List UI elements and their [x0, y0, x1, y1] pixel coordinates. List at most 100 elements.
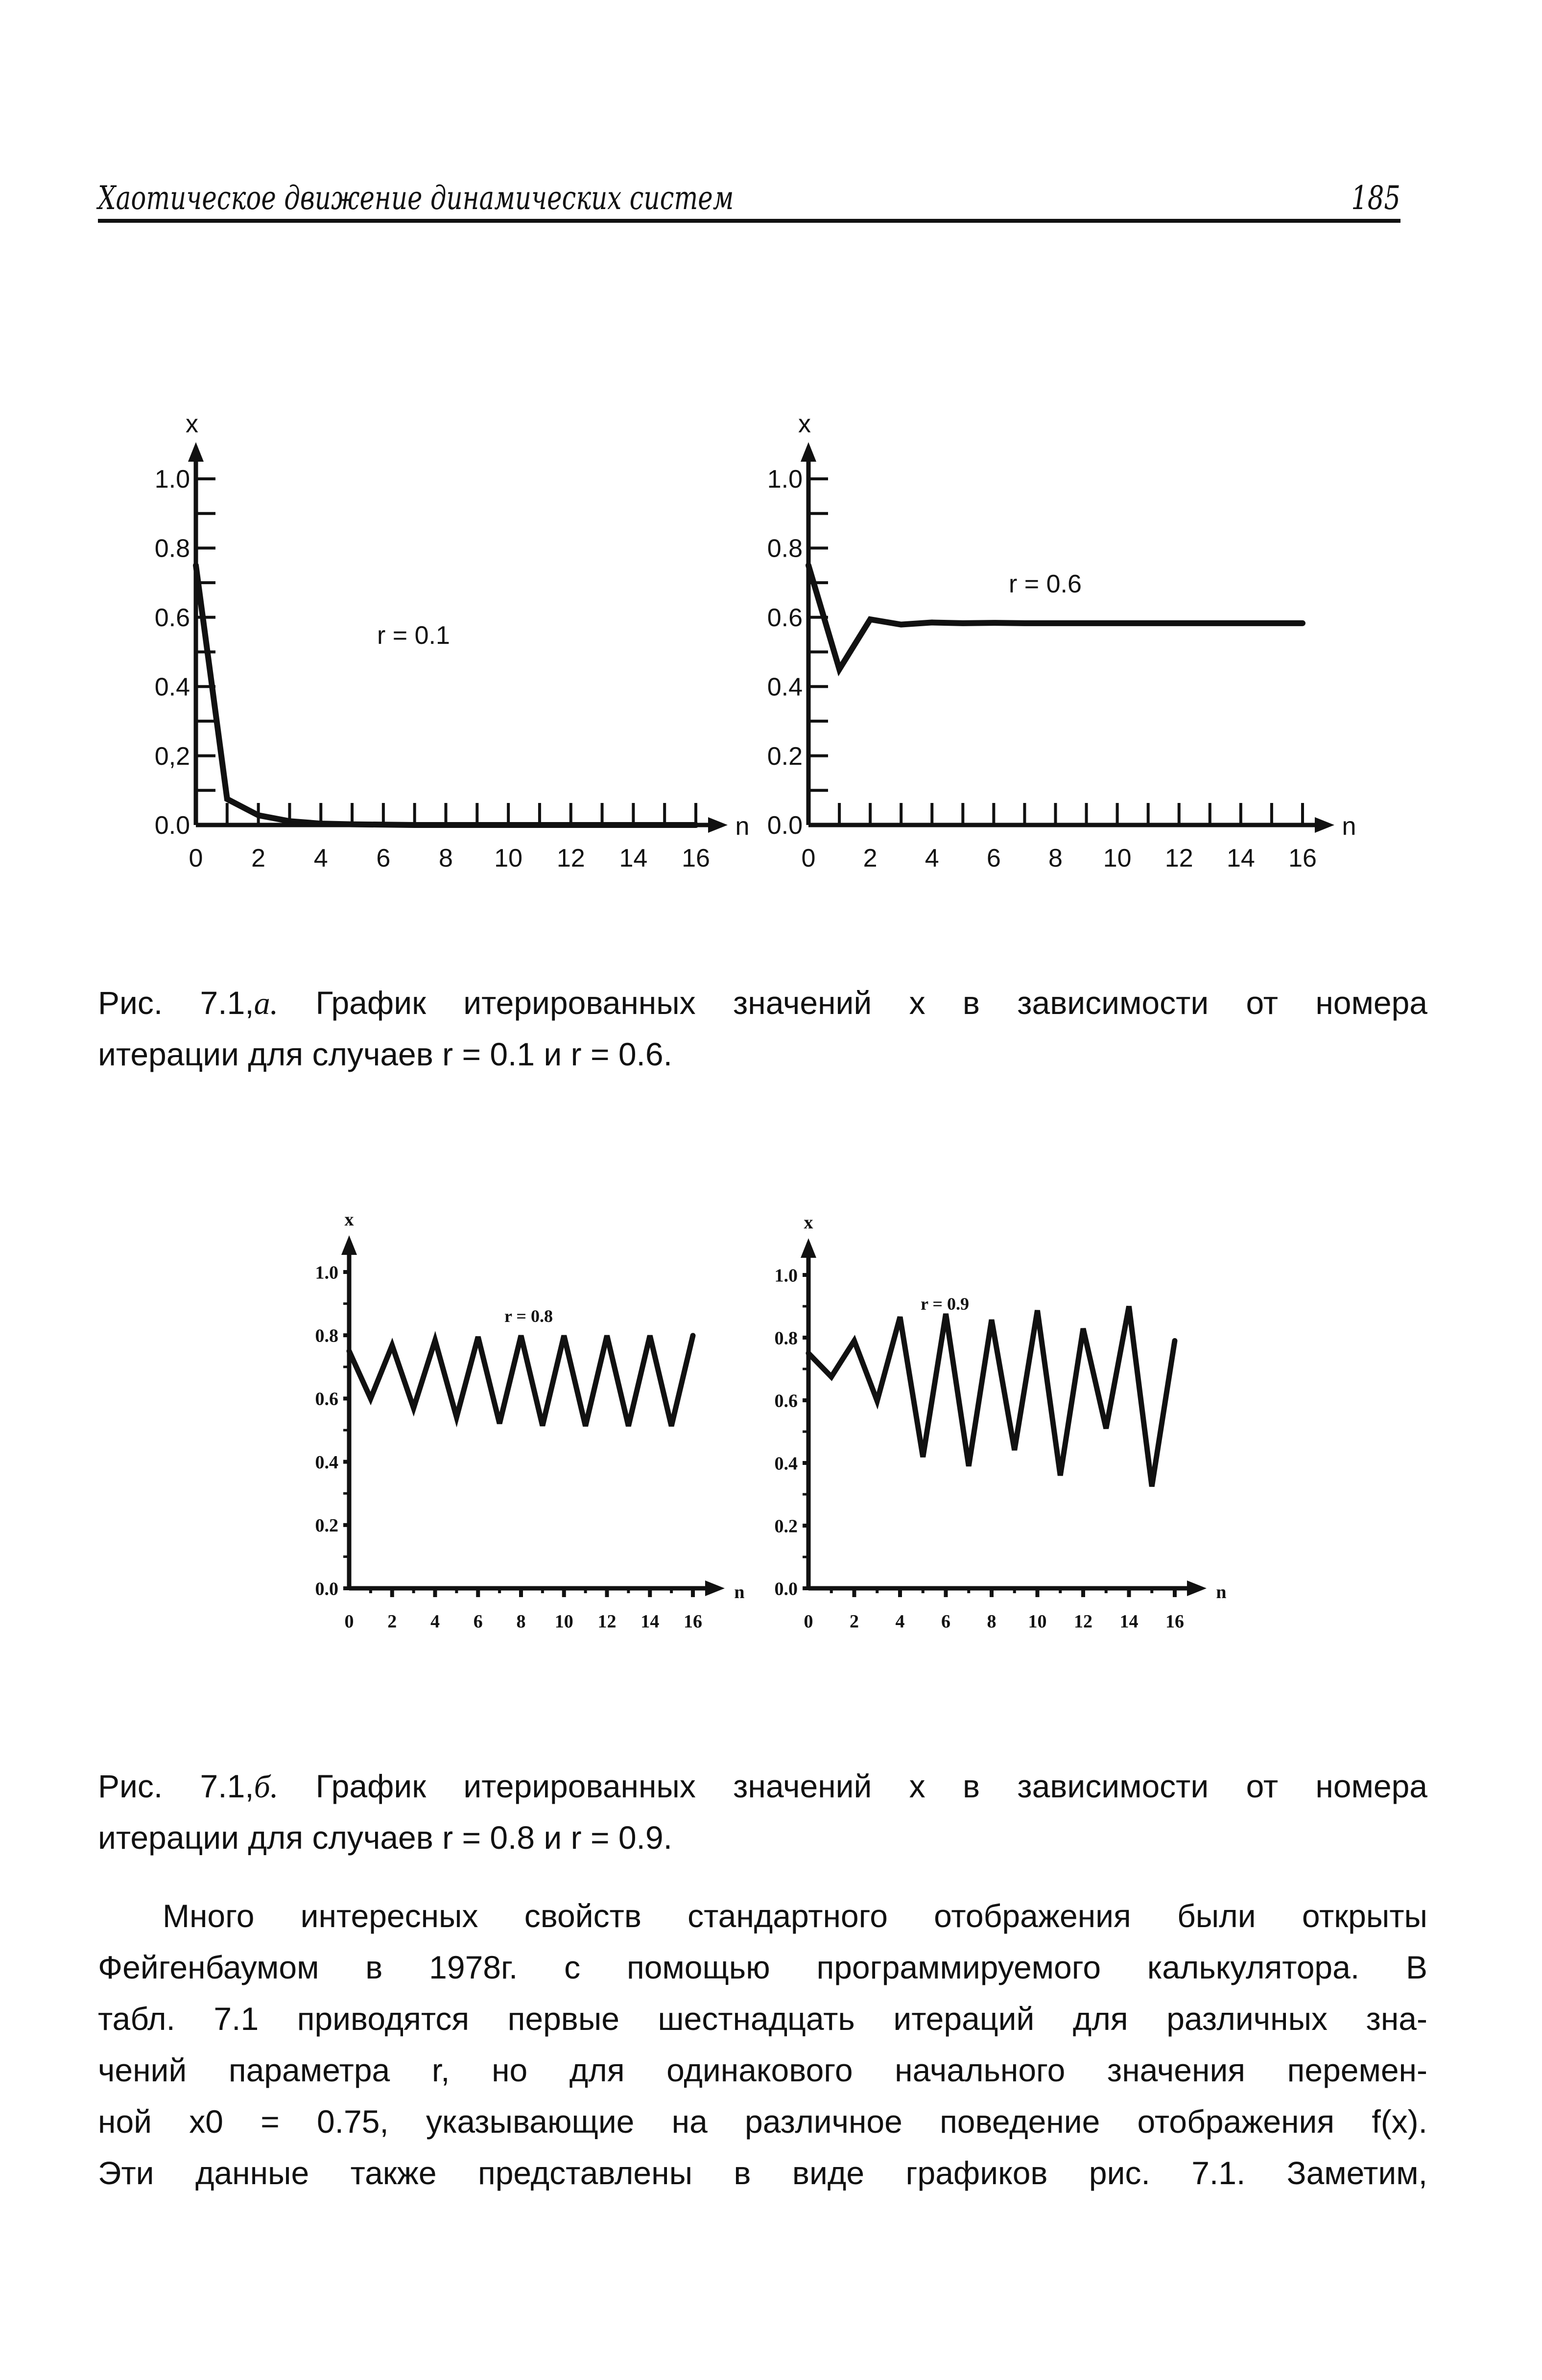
- x-tick-label: 14: [1120, 1611, 1139, 1632]
- y-tick-label: 0.0: [315, 1579, 339, 1599]
- y-tick-label: 0.4: [775, 1453, 798, 1474]
- paragraph-line: чений параметра r, но для одинакового на…: [98, 2052, 1427, 2088]
- paragraph-line: Много интересных свойств стандартного от…: [163, 1898, 1427, 1934]
- paragraph-line: ной x0 = 0.75, указывающие на различное …: [98, 2103, 1427, 2140]
- x-tick-label: 8: [517, 1611, 526, 1632]
- caption-text: График итерированных значений x в зависи…: [315, 985, 1427, 1021]
- x-tick-label: 6: [941, 1611, 950, 1632]
- x-tick-label: 14: [619, 844, 647, 872]
- y-tick-label: 0.0: [775, 1579, 798, 1599]
- x-tick-label: 0: [802, 844, 816, 872]
- paragraph-line: Эти данные также представлены в виде гра…: [98, 2155, 1427, 2191]
- x-tick-label: 8: [987, 1611, 996, 1632]
- caption-letter: а.: [254, 986, 279, 1021]
- y-tick-label: 0.4: [155, 673, 190, 701]
- y-tick-label: 0.6: [775, 1390, 798, 1411]
- running-header: Хаотическое движение динамических систем…: [98, 174, 1400, 223]
- caption-line-2: итерации для случаев r = 0.8 и r = 0.9.: [98, 1819, 672, 1856]
- series-line: [346, 1331, 696, 1428]
- x-tick-label: 10: [494, 844, 522, 872]
- series-line: [193, 562, 699, 828]
- x-axis-label: n: [735, 812, 750, 841]
- x-tick-label: 16: [1165, 1611, 1184, 1632]
- y-tick-label: 1.0: [775, 1265, 798, 1286]
- x-tick-label: 10: [555, 1611, 573, 1632]
- y-tick-label: 0.6: [767, 604, 803, 632]
- y-axis-label: x: [186, 410, 198, 438]
- x-tick-label: 2: [387, 1611, 397, 1632]
- x-axis-arrow: [1187, 1580, 1207, 1596]
- x-tick-label: 0: [804, 1611, 813, 1632]
- y-tick-label: 1.0: [767, 465, 803, 494]
- x-tick-label: 2: [850, 1611, 859, 1632]
- paragraph-line: табл. 7.1 приводятся первые шестнадцать …: [98, 2001, 1427, 2037]
- y-tick-label: 0.8: [315, 1326, 339, 1346]
- y-tick-label: 0.6: [315, 1389, 339, 1410]
- caption-line-2: итерации для случаев r = 0.1 и r = 0.6.: [98, 1036, 672, 1072]
- y-axis-label: x: [345, 1209, 354, 1230]
- x-axis-arrow: [1315, 817, 1334, 833]
- y-tick-label: 0.2: [315, 1515, 339, 1536]
- x-tick-label: 2: [251, 844, 265, 872]
- y-axis-arrow: [341, 1235, 357, 1255]
- x-axis-arrow: [708, 817, 728, 833]
- x-tick-label: 12: [598, 1611, 617, 1632]
- x-tick-label: 6: [376, 844, 390, 872]
- y-tick-label: 0.2: [775, 1516, 798, 1536]
- series-line: [806, 1305, 1178, 1487]
- caption-label: Рис. 7.1,: [98, 985, 254, 1021]
- chart-2: 1.0 0.8 0.6 0.4 0.2 0.0 0 2 4 6 8 10 12 14 16 x n r = 0.6: [767, 410, 1356, 872]
- x-tick-label: 8: [1048, 844, 1063, 872]
- series-annotation: r = 0.9: [921, 1294, 969, 1314]
- x-tick-label: 12: [1074, 1611, 1092, 1632]
- x-axis-label: n: [734, 1582, 744, 1602]
- x-tick-label: 0: [189, 844, 203, 872]
- y-axis-label: x: [804, 1212, 813, 1233]
- x-tick-label: 6: [987, 844, 1001, 872]
- x-tick-label: 4: [314, 844, 328, 872]
- x-tick-label: 4: [896, 1611, 905, 1632]
- x-tick-label: 8: [439, 844, 453, 872]
- x-tick-label: 12: [557, 844, 585, 872]
- x-tick-label: 0: [345, 1611, 354, 1632]
- series-annotation: r = 0.6: [1009, 570, 1082, 598]
- x-axis-label: n: [1216, 1582, 1226, 1602]
- x-tick-label: 16: [1288, 844, 1317, 872]
- figure-a-caption: Рис. 7.1,а. График итерированных значени…: [98, 984, 1427, 1087]
- y-axis-arrow: [801, 1238, 816, 1258]
- y-tick-label: 0.8: [767, 535, 803, 563]
- figure-b-caption: Рис. 7.1,б. График итерированных значени…: [98, 1767, 1427, 1870]
- running-header-title: Хаотическое движение динамических систем: [98, 179, 734, 217]
- caption-label: Рис. 7.1,: [98, 1768, 254, 1804]
- y-axis-arrow: [801, 442, 816, 462]
- y-tick-label: 0.8: [775, 1328, 798, 1348]
- page-number: 185: [1351, 179, 1400, 217]
- y-tick-label: 0.0: [155, 811, 190, 840]
- x-tick-label: 4: [925, 844, 939, 872]
- y-tick-label: 0.4: [767, 673, 803, 701]
- series-annotation: r = 0.1: [377, 621, 450, 650]
- x-tick-label: 10: [1028, 1611, 1047, 1632]
- x-tick-label: 16: [682, 844, 710, 872]
- y-axis-label: x: [798, 410, 811, 438]
- paragraph-line: Фейгенбаумом в 1978г. с помощью программ…: [98, 1949, 1427, 1985]
- chart-4: 1.0 0.8 0.6 0.4 0.2 0.0 0 2 4 6 8 10 12 14 16 x n r = 0.9: [775, 1212, 1227, 1632]
- x-axis-arrow: [705, 1580, 725, 1596]
- y-tick-label: 1.0: [155, 465, 190, 494]
- x-tick-label: 10: [1103, 844, 1132, 872]
- x-axis-label: n: [1342, 812, 1356, 841]
- x-tick-label: 14: [641, 1611, 659, 1632]
- chart-3: 1.0 0.8 0.6 0.4 0.2 0.0 0 2 4 6 8 10 12 14 16 x n r = 0.8: [315, 1209, 745, 1632]
- y-tick-label: 0.6: [155, 604, 190, 632]
- series-annotation: r = 0.8: [504, 1306, 553, 1326]
- x-tick-label: 12: [1165, 844, 1193, 872]
- y-tick-label: 0.8: [155, 535, 190, 563]
- y-axis-arrow: [188, 442, 204, 462]
- y-tick-label: 0,2: [155, 742, 190, 771]
- y-tick-label: 0.2: [767, 742, 803, 771]
- x-tick-label: 2: [863, 844, 878, 872]
- x-tick-label: 6: [474, 1611, 483, 1632]
- caption-text: График итерированных значений x в зависи…: [315, 1768, 1428, 1804]
- y-tick-label: 1.0: [315, 1262, 339, 1283]
